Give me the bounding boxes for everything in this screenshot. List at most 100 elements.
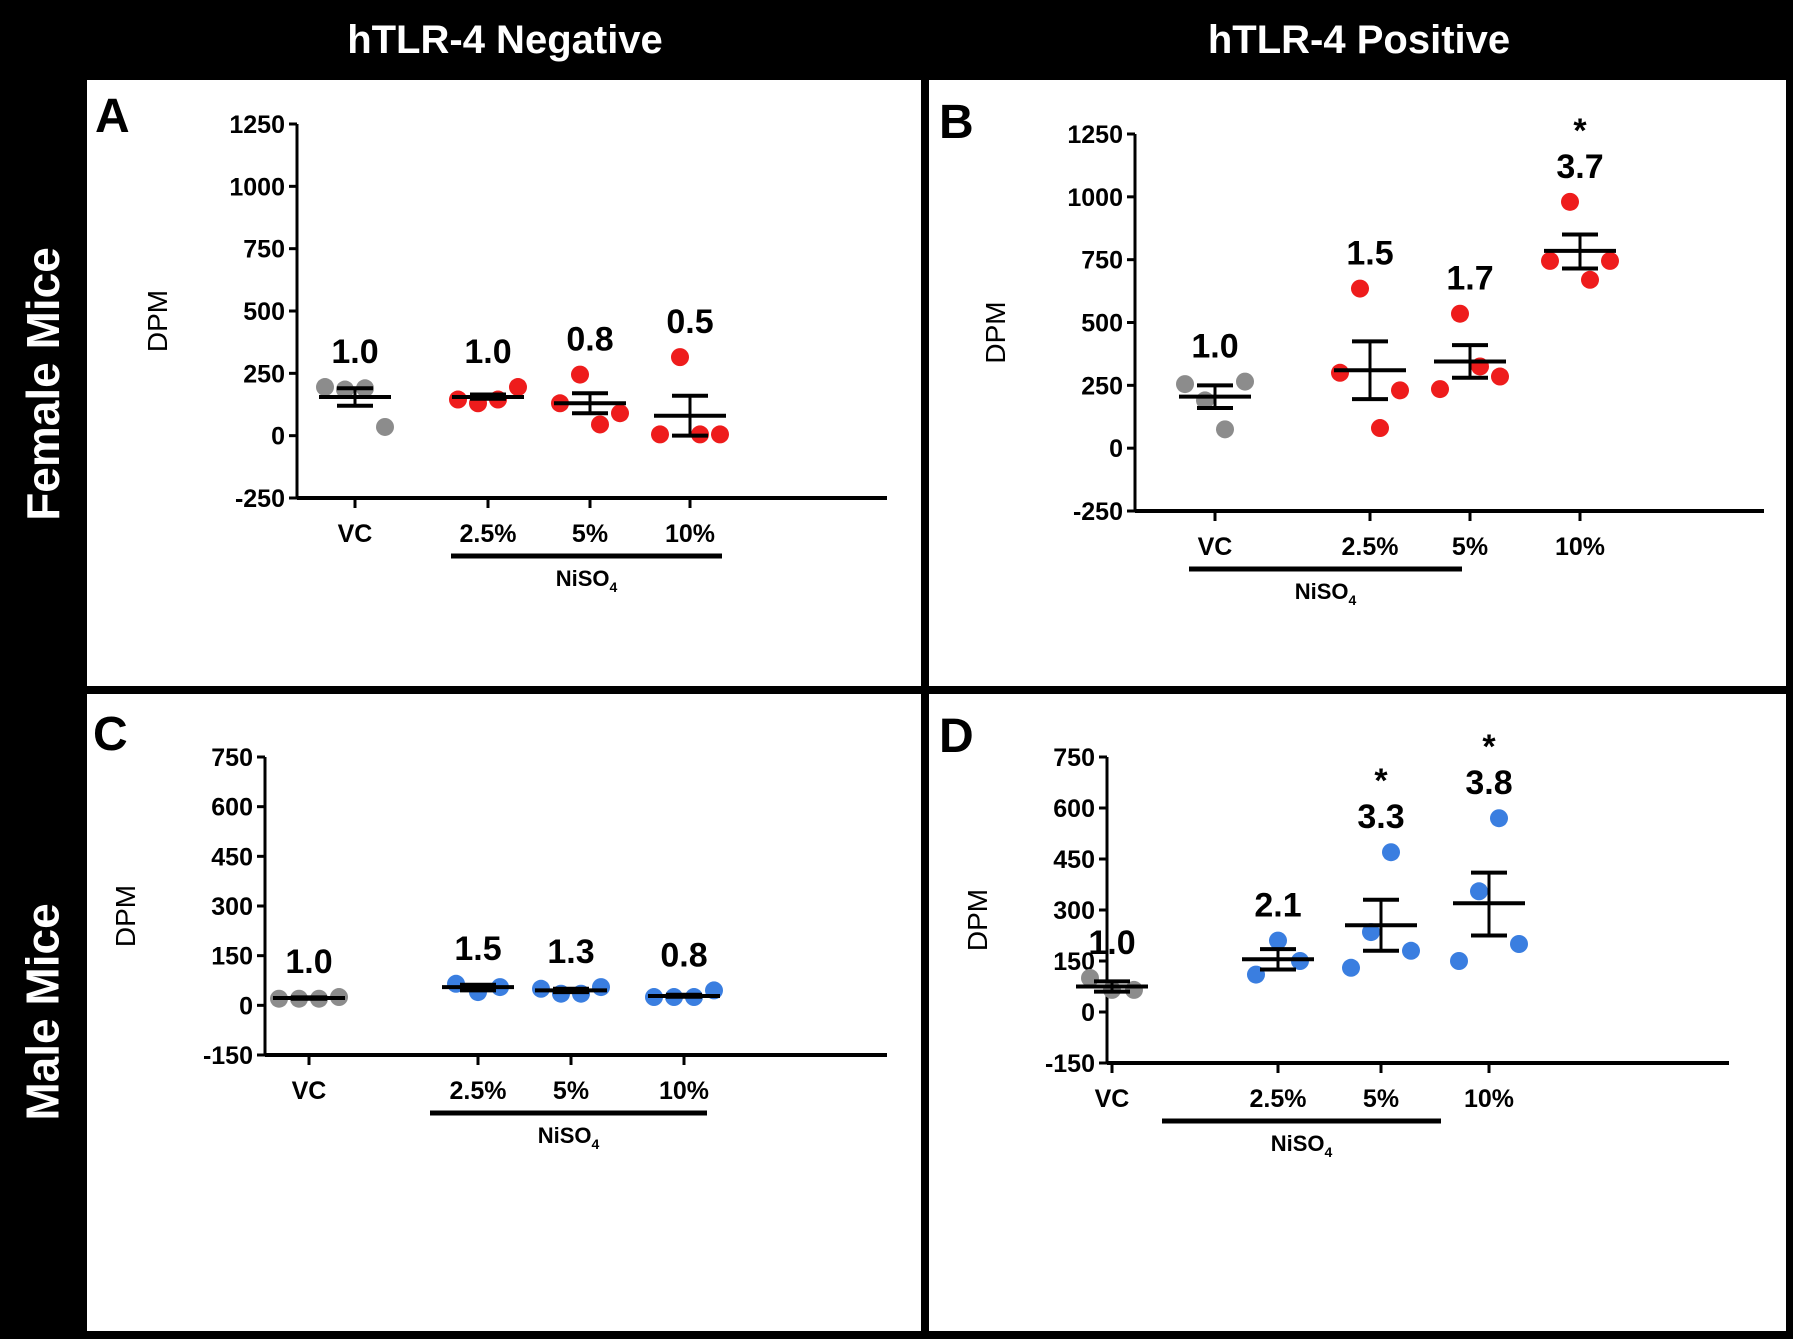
data-point [1450,952,1468,970]
panel-letter: A [95,90,130,143]
y-axis-label: DPM [142,290,173,352]
data-point [1342,958,1360,977]
y-tick-label: -150 [203,1042,253,1070]
data-point [651,425,669,444]
row-header-female-label: Female Mice [16,247,69,521]
x-tick-label: 2.5% [1342,533,1399,561]
data-point [1216,420,1234,439]
y-tick-label: 500 [243,298,285,326]
x-tick-label: VC [338,520,373,548]
data-point [1561,192,1579,211]
y-tick-label: 500 [1081,310,1123,338]
y-tick-label: 450 [211,843,253,871]
fold-change-label: 1.0 [285,943,332,981]
y-tick-label: 1250 [1067,121,1123,149]
panel-letter: D [939,710,974,763]
fold-change-label: 1.0 [1191,328,1238,366]
data-point [571,365,589,384]
fold-change-label: 3.3 [1357,798,1404,836]
group-label-subscript: 4 [1349,592,1357,608]
x-tick-label: 2.5% [450,1077,507,1105]
fold-change-label: 2.1 [1254,887,1301,925]
data-point [1451,304,1469,323]
x-tick-label: 10% [665,520,715,548]
row-header-female: Female Mice [0,80,85,688]
y-tick-label: 300 [211,893,253,921]
x-tick-label: 10% [659,1077,709,1105]
significance-star: * [1482,728,1496,766]
data-point [1382,843,1400,862]
data-point [509,378,527,397]
group-label: NiSO4 [1295,579,1357,608]
data-point [1541,251,1559,270]
fold-change-label: 1.0 [1088,924,1135,962]
y-tick-label: 750 [1081,247,1123,275]
y-tick-label: 0 [271,423,285,451]
x-tick-label: 10% [1555,533,1605,561]
data-point [1491,367,1509,386]
group-label-subscript: 4 [610,579,618,595]
column-header-negative: hTLR-4 Negative [347,17,663,62]
fold-change-label: 1.0 [464,333,511,371]
x-tick-label: VC [292,1077,327,1105]
x-tick-label: 2.5% [1250,1085,1307,1113]
y-tick-label: -250 [235,485,285,513]
x-tick-label: 2.5% [460,520,517,548]
fold-change-label: 1.3 [547,933,594,971]
data-point [1176,375,1194,394]
group-label: NiSO4 [1271,1131,1333,1160]
data-point [1081,969,1099,987]
data-point [1371,419,1389,438]
x-tick-label: 5% [1363,1085,1399,1113]
panel-letter: C [93,708,128,761]
data-point [592,978,610,997]
data-point [1470,882,1488,901]
significance-star: * [1374,762,1388,800]
data-point [316,378,334,397]
panel-b: B 1250 1000 750 500 250 0 -250 DPM VC 2.5% 5% 10% NiS… [929,80,1786,686]
data-point [1431,380,1449,399]
data-point [591,415,609,434]
y-tick-label: -150 [1045,1050,1095,1078]
y-tick-label: 1250 [229,111,285,139]
data-point [1402,941,1420,960]
data-point [711,425,729,444]
y-axis-label: DPM [110,885,141,947]
y-tick-label: 600 [1053,795,1095,823]
data-point [671,348,689,367]
x-tick-label: 10% [1464,1085,1514,1113]
row-header-male: Male Mice [0,692,85,1332]
fold-change-label: 1.5 [1346,235,1393,273]
panel-a: A 1250 1000 750 500 250 0 -250 DPM VC 2.5% 5% 10% NiS… [87,80,921,686]
data-point [1391,381,1409,400]
y-axis-label: DPM [962,889,993,951]
data-point [449,390,467,409]
y-tick-label: 300 [1053,897,1095,925]
fold-change-label: 1.5 [454,930,501,968]
fold-change-label: 0.5 [666,303,713,341]
panel-d: D 750 600 450 300 150 0 -150 DPM VC 2.5% 5% 10% NiSO4… [929,694,1786,1331]
fold-change-label: 0.8 [566,321,613,359]
data-point [1581,270,1599,289]
y-tick-label: 0 [1109,435,1123,463]
data-point [1236,372,1254,391]
chart-panel-a: A 1250 1000 750 500 250 0 -250 DPM VC 2.5% 5% 10% NiS… [95,90,887,595]
y-tick-label: 750 [211,744,253,772]
fold-change-label: 1.7 [1446,260,1493,298]
group-label: NiSO4 [538,1123,600,1152]
data-point [376,417,394,436]
data-point [1510,935,1528,953]
chart-panel-b: B 1250 1000 750 500 250 0 -250 DPM VC 2.5% 5% 10% NiS… [939,96,1764,608]
y-tick-label: 750 [1053,744,1095,772]
x-tick-label: 5% [572,520,608,548]
data-point [1351,279,1369,298]
data-point [1601,251,1619,270]
panel-letter: B [939,96,974,149]
y-tick-label: -250 [1073,498,1123,526]
x-tick-label: VC [1198,533,1233,561]
y-tick-label: 250 [1081,372,1123,400]
fold-change-label: 3.8 [1465,764,1512,802]
y-tick-label: 450 [1053,846,1095,874]
x-tick-label: 5% [553,1077,589,1105]
